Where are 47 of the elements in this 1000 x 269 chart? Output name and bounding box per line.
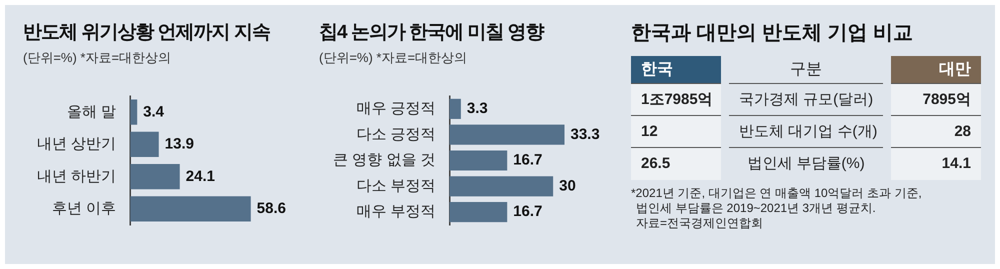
text: 28 — [891, 116, 981, 148]
data-label: 24.1 — [186, 168, 215, 185]
bar — [450, 202, 508, 222]
y-tick-label: 매우 긍정적 — [356, 100, 436, 118]
bar — [450, 176, 554, 196]
text: 26.5 — [631, 148, 721, 180]
bar — [450, 150, 508, 171]
text: 국가경제 규모(달러) — [729, 84, 883, 116]
text: *2021년 기준, 대기업은 연 매출액 10억달러 초과 기준, — [631, 186, 923, 201]
text: 한국과 대만의 반도체 기업 비교 — [631, 21, 914, 46]
text: 7895억 — [891, 84, 981, 116]
y-tick-label: 다소 부정적 — [356, 177, 436, 194]
bar — [130, 100, 138, 125]
bar — [450, 98, 461, 119]
y-tick-label: 다소 긍정적 — [356, 126, 436, 143]
bar — [130, 196, 251, 222]
text: 법인세 부담률(%) — [746, 154, 866, 174]
chart-subtitle: (단위=%) *자료=대한상의 — [23, 49, 172, 67]
data-label: 16.7 — [513, 203, 542, 220]
text: 한국 — [631, 56, 721, 84]
data-label: 58.6 — [256, 200, 286, 218]
y-tick-label: 후년 이후 — [52, 200, 116, 218]
data-label: 3.4 — [143, 103, 165, 120]
chart-title: 칩4 논의가 한국에 미칠 영향 — [319, 21, 546, 45]
bar — [450, 124, 564, 145]
text: 1조7985억 — [631, 84, 721, 116]
data-label: 3.3 — [466, 100, 488, 118]
chart-title: 반도체 위기상황 언제까지 지속 — [23, 21, 271, 45]
chart-subtitle: (단위=%) *자료=대한상의 — [319, 49, 468, 67]
text: 대만 — [891, 56, 981, 84]
y-tick-label: 매우 부정적 — [356, 203, 436, 220]
data-label: 13.9 — [164, 136, 194, 153]
data-label: 16.7 — [513, 152, 542, 169]
data-label: 30 — [559, 177, 576, 194]
bar — [130, 164, 180, 190]
text: 반도체 대기업 수(개) — [729, 116, 883, 148]
y-tick-label: 큰 영향 없을 것 — [332, 152, 436, 169]
y-tick-label: 내년 하반기 — [36, 168, 116, 185]
y-tick-label: 올해 말 — [66, 103, 116, 120]
text: 구분 — [729, 56, 883, 84]
text: 12 — [631, 116, 721, 148]
bar — [130, 132, 159, 157]
text: 14.1 — [891, 148, 981, 180]
y-tick-label: 내년 상반기 — [36, 136, 116, 153]
text: 자료=전국경제인연합회 — [635, 216, 764, 231]
text: 법인세 부담률은 2019~2021년 3개년 평균치. — [635, 201, 877, 216]
data-label: 33.3 — [570, 126, 600, 143]
